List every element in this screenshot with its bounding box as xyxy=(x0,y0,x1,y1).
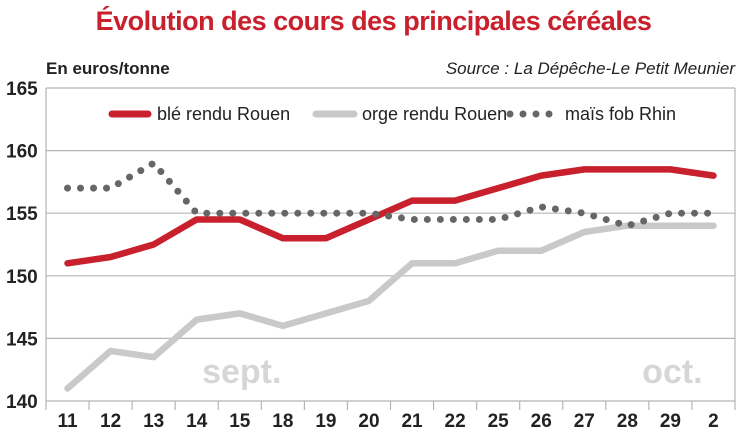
x-tick-label: 13 xyxy=(143,411,164,432)
series-lines xyxy=(64,159,717,392)
month-label: oct. xyxy=(642,353,702,391)
legend-ble-label: blé rendu Rouen xyxy=(157,104,290,124)
y-tick-label: 155 xyxy=(6,204,38,225)
y-axis-label: En euros/tonne xyxy=(46,59,170,78)
x-tick-label: 25 xyxy=(488,411,510,432)
legend: blé rendu Rouen orge rendu Rouen maïs fob … xyxy=(100,94,720,134)
x-tick-label: 28 xyxy=(617,411,638,432)
x-tick-label: 12 xyxy=(100,411,121,432)
series-line-ble xyxy=(64,166,717,267)
series-line-orge xyxy=(64,222,717,392)
legend-orge-label: orge rendu Rouen xyxy=(362,104,507,124)
x-tick-label: 18 xyxy=(272,411,293,432)
x-tick-label: 2 xyxy=(708,411,719,432)
x-tick-label: 14 xyxy=(186,411,208,432)
month-label: sept. xyxy=(202,353,281,391)
x-tick-label: 22 xyxy=(445,411,466,432)
y-tick-labels: 140 145 150 155 160 165 xyxy=(6,79,38,413)
month-labels: sept. oct. xyxy=(202,353,703,391)
series-line-mais xyxy=(64,159,717,230)
x-tick-label: 19 xyxy=(315,411,336,432)
x-tick-label: 26 xyxy=(531,411,552,432)
y-tick-label: 140 xyxy=(6,392,38,413)
y-tick-label: 165 xyxy=(6,79,38,100)
y-tick-label: 145 xyxy=(6,329,38,350)
x-tick-label: 15 xyxy=(229,411,251,432)
legend-background xyxy=(100,94,720,134)
y-tick-label: 160 xyxy=(6,142,38,163)
x-tick-label: 11 xyxy=(57,411,78,432)
chart-title: Évolution des cours des principales céré… xyxy=(95,6,652,36)
source-note: Source : La Dépêche-Le Petit Meunier xyxy=(445,59,735,78)
legend-mais-label: maïs fob Rhin xyxy=(565,104,676,124)
x-tick-label: 27 xyxy=(574,411,595,432)
y-tick-label: 150 xyxy=(6,267,38,288)
x-tick-label: 21 xyxy=(401,411,423,432)
x-tick-label: 29 xyxy=(660,411,681,432)
x-tick-label: 20 xyxy=(358,411,379,432)
x-tick-labels: 11 12 13 14 15 18 19 20 21 22 25 26 27 28 29 2 xyxy=(57,411,718,432)
